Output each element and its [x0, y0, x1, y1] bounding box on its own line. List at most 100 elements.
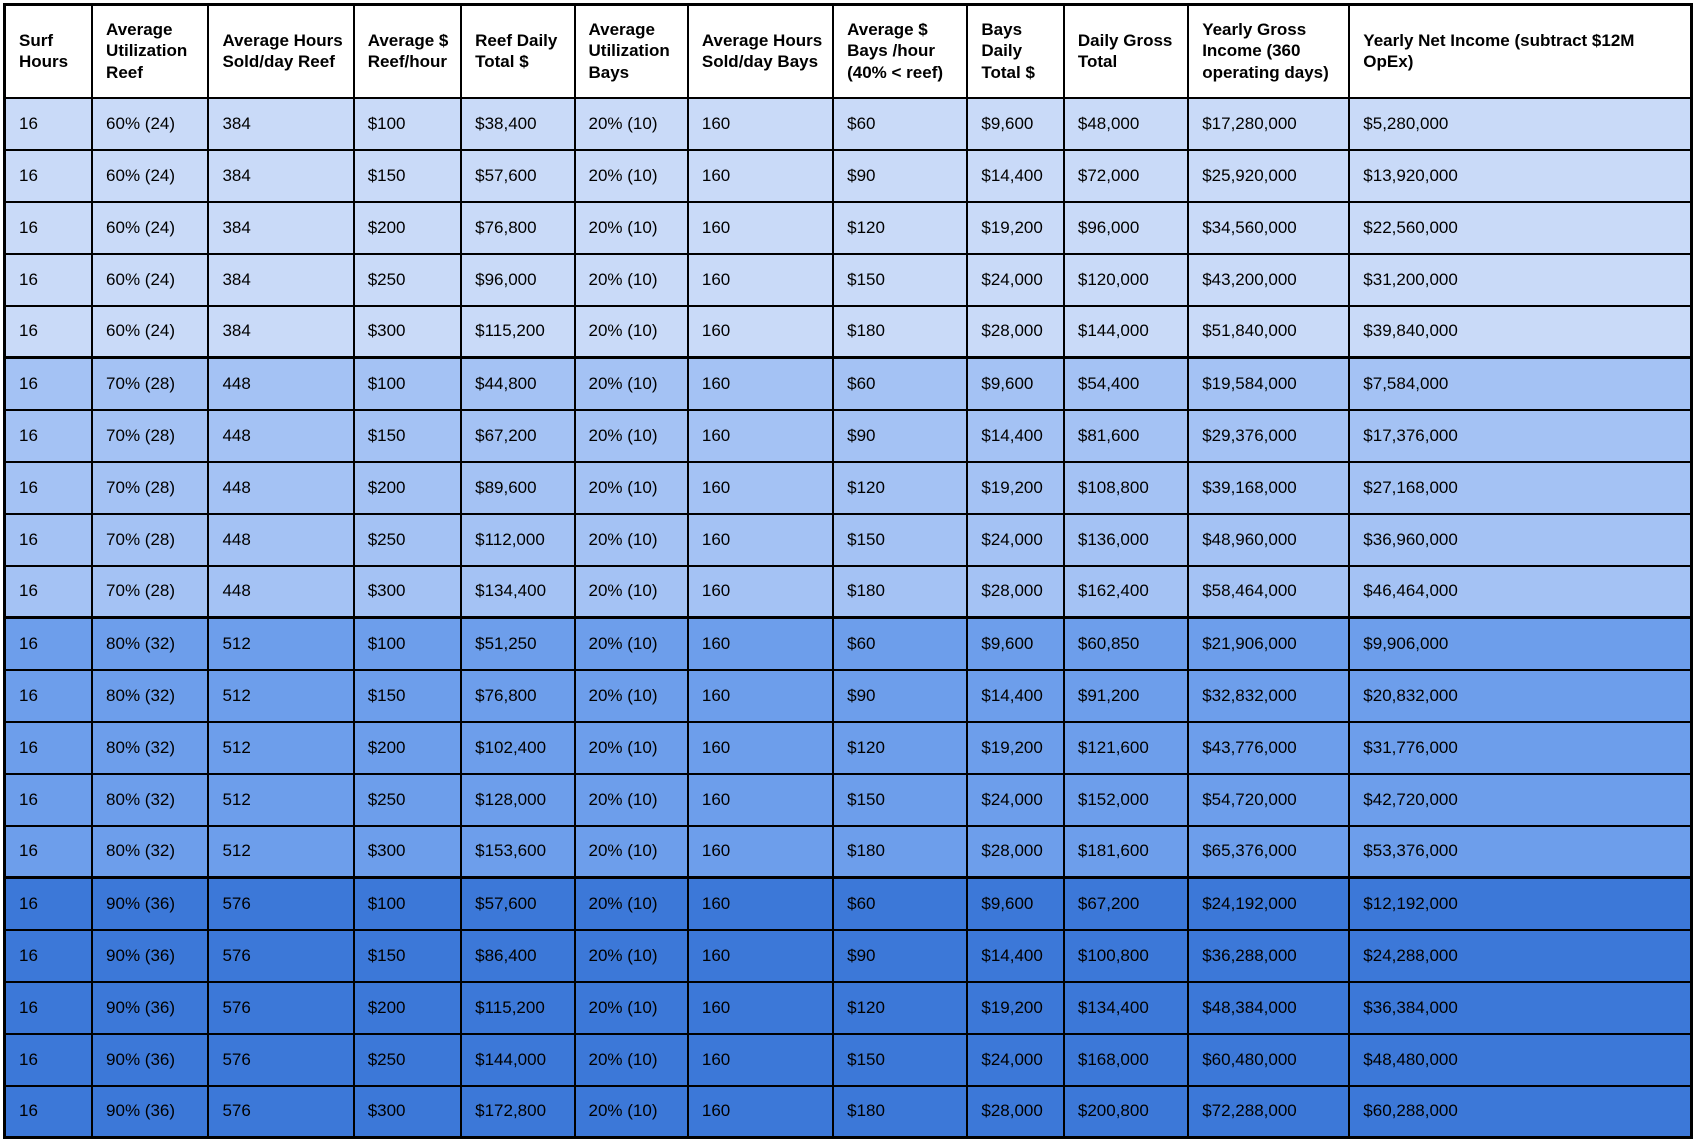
cell: 16 — [3, 876, 94, 931]
cell: 60% (24) — [91, 148, 210, 203]
cell: $86,400 — [460, 928, 576, 983]
table-row-utilization-80-percent: 16 80% (32) 512 $150 $76,800 20% (10) 160 $90 $1… — [3, 668, 1693, 723]
cell: $28,000 — [966, 1084, 1065, 1139]
cell: 80% (32) — [91, 824, 210, 879]
cell: $24,000 — [966, 512, 1065, 567]
cell: $300 — [352, 1084, 463, 1139]
cell: $100 — [352, 96, 463, 151]
cell: 16 — [3, 980, 94, 1035]
cell: 80% (32) — [91, 616, 210, 671]
cell: 70% (28) — [91, 512, 210, 567]
cell: 448 — [207, 564, 355, 619]
cell: 20% (10) — [573, 96, 689, 151]
cell: $14,400 — [966, 928, 1065, 983]
cell: $150 — [832, 252, 969, 307]
cell: 512 — [207, 720, 355, 775]
cell: $9,600 — [966, 616, 1065, 671]
cell: $90 — [832, 668, 969, 723]
cell: 16 — [3, 824, 94, 879]
cell: $48,384,000 — [1187, 980, 1351, 1035]
cell: 20% (10) — [573, 616, 689, 671]
cell: 20% (10) — [573, 824, 689, 879]
table-row-utilization-90-percent: 16 90% (36) 576 $100 $57,600 20% (10) 160 $60 $9… — [3, 876, 1693, 931]
cell: $5,280,000 — [1348, 96, 1693, 151]
cell: 16 — [3, 564, 94, 619]
cell: $250 — [352, 512, 463, 567]
cell: $38,400 — [460, 96, 576, 151]
cell: $300 — [352, 564, 463, 619]
cell: $108,800 — [1062, 460, 1190, 515]
cell: $9,600 — [966, 96, 1065, 151]
cell: 16 — [3, 96, 94, 151]
cell: 16 — [3, 148, 94, 203]
cell: 384 — [207, 252, 355, 307]
cell: 512 — [207, 824, 355, 879]
column-header: Daily Gross Total — [1062, 3, 1190, 99]
table-row-utilization-90-percent: 16 90% (36) 576 $250 $144,000 20% (10) 160 $150… — [3, 1032, 1693, 1087]
cell: $32,832,000 — [1187, 668, 1351, 723]
cell: $42,720,000 — [1348, 772, 1693, 827]
cell: $24,288,000 — [1348, 928, 1693, 983]
cell: $54,400 — [1062, 356, 1190, 411]
cell: $14,400 — [966, 148, 1065, 203]
cell: $60,850 — [1062, 616, 1190, 671]
cell: 448 — [207, 460, 355, 515]
cell: $60 — [832, 616, 969, 671]
cell: 448 — [207, 408, 355, 463]
cell: $7,584,000 — [1348, 356, 1693, 411]
cell: $91,200 — [1062, 668, 1190, 723]
cell: $120 — [832, 720, 969, 775]
cell: 70% (28) — [91, 408, 210, 463]
cell: 576 — [207, 1084, 355, 1139]
cell: $21,906,000 — [1187, 616, 1351, 671]
cell: 512 — [207, 616, 355, 671]
cell: $9,600 — [966, 356, 1065, 411]
cell: $36,384,000 — [1348, 980, 1693, 1035]
cell: 20% (10) — [573, 928, 689, 983]
cell: 384 — [207, 96, 355, 151]
cell: $24,000 — [966, 772, 1065, 827]
cell: $121,600 — [1062, 720, 1190, 775]
cell: 16 — [3, 1084, 94, 1139]
cell: 20% (10) — [573, 980, 689, 1035]
cell: 16 — [3, 720, 94, 775]
cell: $250 — [352, 1032, 463, 1087]
cell: $150 — [832, 1032, 969, 1087]
cell: $150 — [832, 512, 969, 567]
cell: 16 — [3, 616, 94, 671]
cell: 16 — [3, 356, 94, 411]
table-row-utilization-60-percent: 16 60% (24) 384 $200 $76,800 20% (10) 160 $120 $… — [3, 200, 1693, 255]
cell: $43,200,000 — [1187, 252, 1351, 307]
cell: 20% (10) — [573, 1084, 689, 1139]
cell: $60,288,000 — [1348, 1084, 1693, 1139]
cell: 90% (36) — [91, 928, 210, 983]
cell: 160 — [686, 980, 835, 1035]
cell: $28,000 — [966, 304, 1065, 359]
cell: 16 — [3, 512, 94, 567]
cell: $100,800 — [1062, 928, 1190, 983]
column-header: Average Utilization Bays — [573, 3, 689, 99]
cell: $120,000 — [1062, 252, 1190, 307]
table-row-utilization-80-percent: 16 80% (32) 512 $250 $128,000 20% (10) 160 $150… — [3, 772, 1693, 827]
cell: $180 — [832, 564, 969, 619]
table-row-utilization-90-percent: 16 90% (36) 576 $150 $86,400 20% (10) 160 $90 $1… — [3, 928, 1693, 983]
cell: $200 — [352, 200, 463, 255]
cell: $112,000 — [460, 512, 576, 567]
cell: 160 — [686, 1032, 835, 1087]
cell: 60% (24) — [91, 304, 210, 359]
cell: $181,600 — [1062, 824, 1190, 879]
cell: $120 — [832, 200, 969, 255]
cell: $48,960,000 — [1187, 512, 1351, 567]
cell: $54,720,000 — [1187, 772, 1351, 827]
cell: $134,400 — [460, 564, 576, 619]
cell: 576 — [207, 1032, 355, 1087]
cell: $39,840,000 — [1348, 304, 1693, 359]
cell: 160 — [686, 200, 835, 255]
cell: $120 — [832, 980, 969, 1035]
cell: 80% (32) — [91, 668, 210, 723]
cell: 20% (10) — [573, 1032, 689, 1087]
cell: 576 — [207, 876, 355, 931]
cell: 160 — [686, 408, 835, 463]
cell: $162,400 — [1062, 564, 1190, 619]
cell: $48,000 — [1062, 96, 1190, 151]
